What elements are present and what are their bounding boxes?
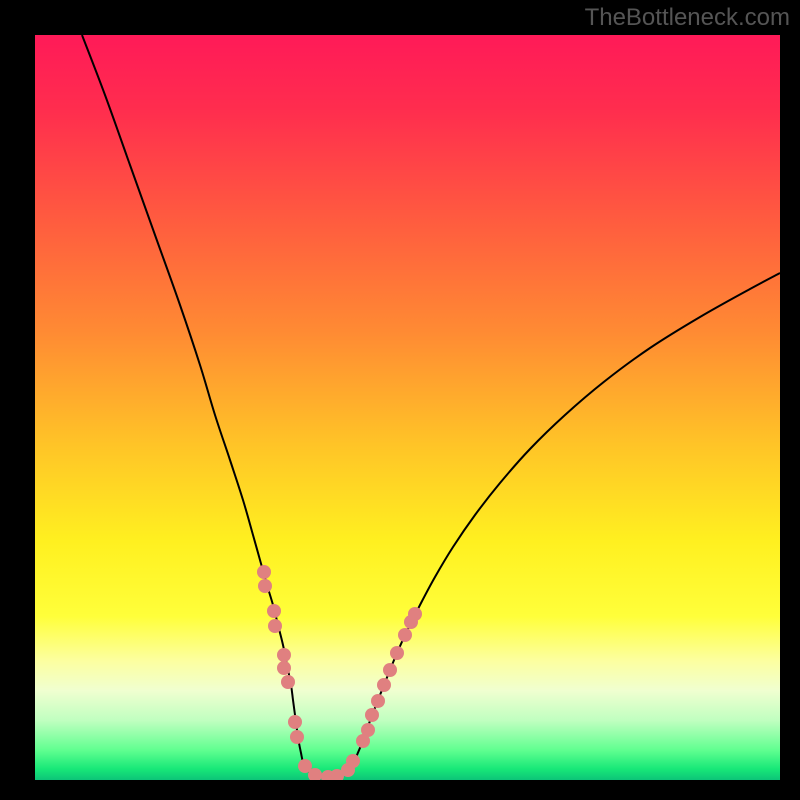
- plot-area: [35, 35, 780, 780]
- scatter-dot: [277, 661, 291, 675]
- scatter-dot: [365, 708, 379, 722]
- chart-svg: [35, 35, 780, 780]
- scatter-dot: [258, 579, 272, 593]
- scatter-dot: [281, 675, 295, 689]
- scatter-dot: [361, 723, 375, 737]
- curve-right-branch: [325, 273, 780, 778]
- scatter-dot: [267, 604, 281, 618]
- scatter-dot: [277, 648, 291, 662]
- scatter-dot: [398, 628, 412, 642]
- scatter-dot: [383, 663, 397, 677]
- scatter-group: [257, 565, 422, 780]
- scatter-dot: [290, 730, 304, 744]
- scatter-dot: [390, 646, 404, 660]
- scatter-dot: [377, 678, 391, 692]
- scatter-dot: [346, 754, 360, 768]
- scatter-dot: [257, 565, 271, 579]
- watermark-text: TheBottleneck.com: [585, 4, 790, 32]
- scatter-dot: [408, 607, 422, 621]
- scatter-dot: [288, 715, 302, 729]
- scatter-dot: [371, 694, 385, 708]
- scatter-dot: [268, 619, 282, 633]
